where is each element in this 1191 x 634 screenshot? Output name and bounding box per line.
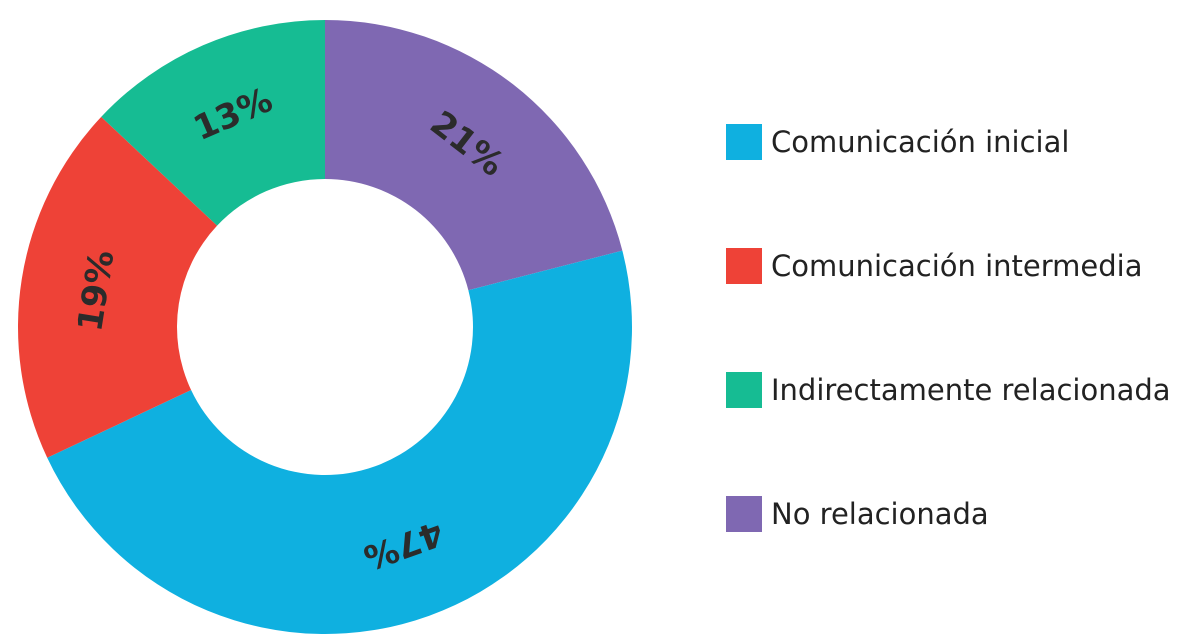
- slice-comunicaci-n-intermedia: [18, 116, 218, 458]
- legend-label-comunicacion-intermedia: Comunicación intermedia: [771, 249, 1143, 283]
- legend-label-indirectamente-relacionada: Indirectamente relacionada: [771, 373, 1171, 407]
- slice-no-relacionada: [325, 20, 623, 291]
- chart-legend: Comunicación inicial Comunicación interm…: [726, 108, 1186, 548]
- donut-slices: [18, 20, 633, 634]
- legend-swatch-comunicacion-inicial: [726, 124, 762, 160]
- legend-swatch-no-relacionada: [726, 496, 762, 532]
- legend-item-indirectamente-relacionada: Indirectamente relacionada: [726, 356, 1186, 424]
- legend-swatch-indirectamente-relacionada: [726, 372, 762, 408]
- legend-swatch-comunicacion-intermedia: [726, 248, 762, 284]
- slice-comunicaci-n-inicial: [47, 250, 633, 634]
- legend-item-comunicacion-intermedia: Comunicación intermedia: [726, 232, 1186, 300]
- legend-item-comunicacion-inicial: Comunicación inicial: [726, 108, 1186, 176]
- legend-label-no-relacionada: No relacionada: [771, 497, 989, 531]
- slice-indirectamente-relacionada: [101, 20, 325, 226]
- legend-item-no-relacionada: No relacionada: [726, 480, 1186, 548]
- legend-label-comunicacion-inicial: Comunicación inicial: [771, 125, 1070, 159]
